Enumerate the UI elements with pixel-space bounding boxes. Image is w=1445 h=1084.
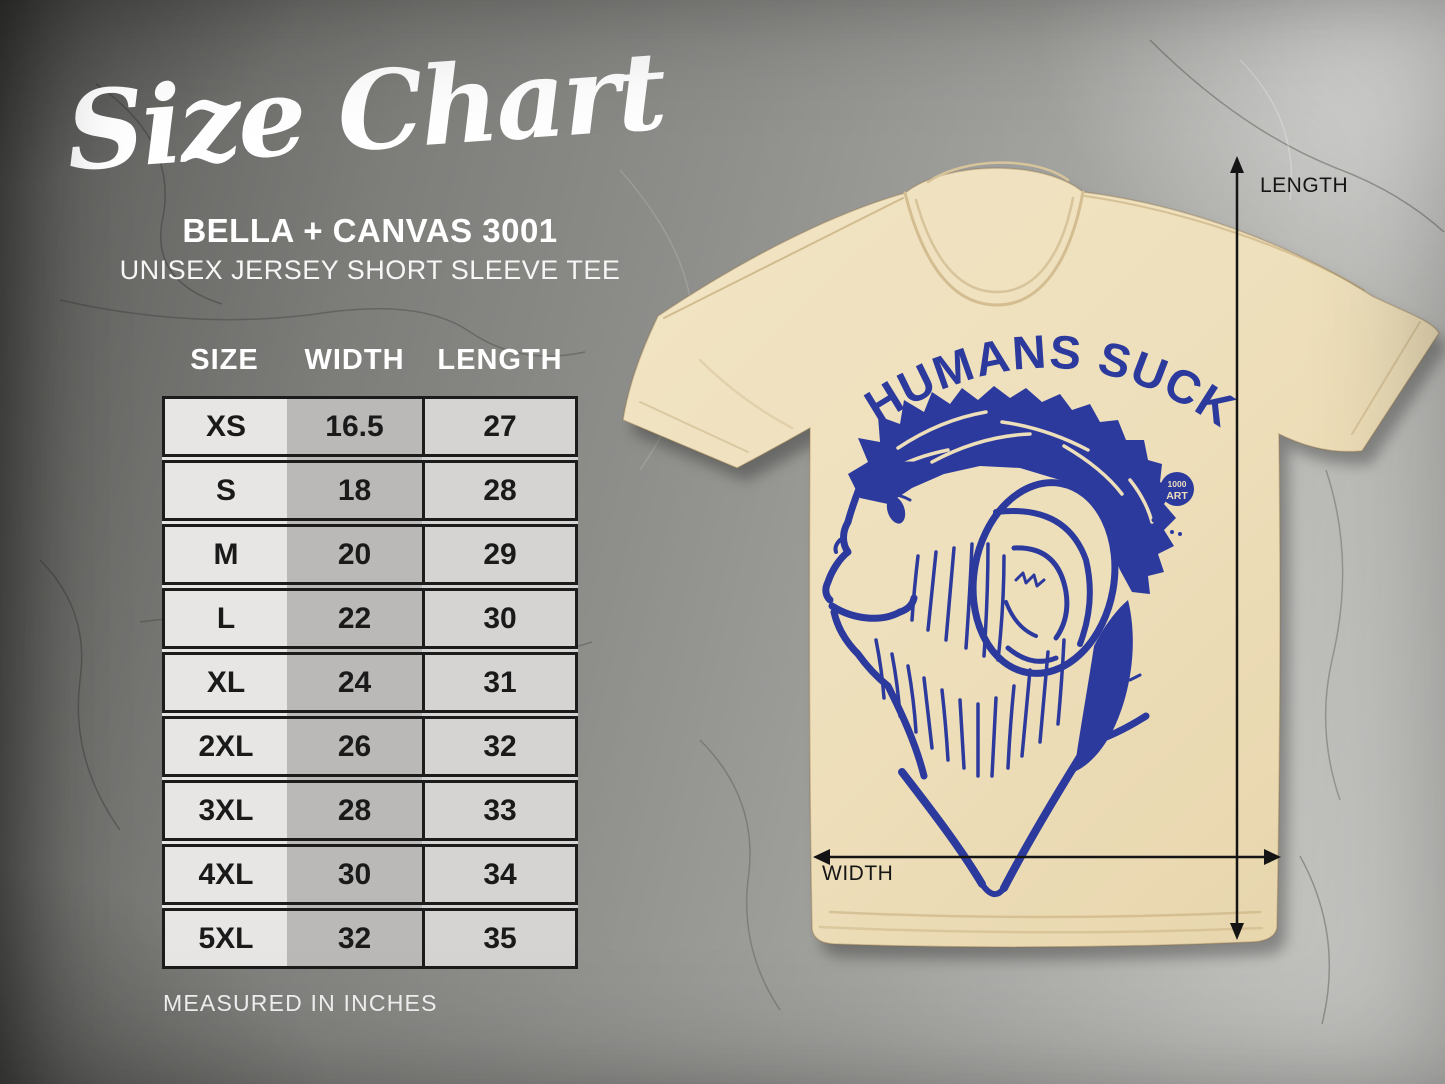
width-arrow [813, 849, 1281, 865]
size-table: XS 16.5 27 S 18 28 M 20 29 L 22 30 XL 24 31 2XL 26 32 3XL 2… [162, 396, 578, 969]
table-row: XS 16.5 27 [162, 396, 578, 457]
length-cell: 29 [422, 527, 575, 582]
size-cell: 3XL [198, 794, 254, 827]
column-header-size: SIZE [190, 344, 259, 376]
width-cell: 20 [337, 538, 372, 571]
product-line: UNISEX JERSEY SHORT SLEEVE TEE [119, 255, 621, 285]
svg-text:1000: 1000 [1168, 479, 1187, 489]
table-row: M 20 29 [162, 524, 578, 585]
size-cell: L [216, 602, 236, 635]
width-cell: 26 [337, 730, 372, 763]
table-row: 5XL 32 35 [162, 908, 578, 969]
size-cell: XL [206, 666, 246, 699]
width-cell: 28 [337, 794, 372, 827]
column-header-width: WIDTH [304, 344, 405, 376]
size-cell: 2XL [198, 730, 254, 763]
table-row: 2XL 26 32 [162, 716, 578, 777]
length-cell: 28 [422, 463, 575, 518]
size-cell: S [215, 474, 236, 507]
width-cell: 16.5 [325, 410, 384, 443]
length-cell: 31 [422, 655, 575, 710]
table-footnote: MEASURED IN INCHES [163, 990, 438, 1016]
chimp-illustration: 1000 ART [822, 386, 1194, 897]
width-label: WIDTH [822, 862, 894, 885]
table-row: 3XL 28 33 [162, 780, 578, 841]
ink-dots [1151, 517, 1182, 536]
length-cell: 35 [422, 911, 575, 966]
width-cell: 22 [337, 602, 372, 635]
width-cell: 32 [337, 922, 372, 955]
table-row: XL 24 31 [162, 652, 578, 713]
column-header-length: LENGTH [437, 344, 563, 376]
brand-line: BELLA + CANVAS 3001 [182, 212, 558, 249]
size-cell: XS [205, 410, 247, 443]
length-arrow [1230, 156, 1244, 940]
length-cell: 34 [422, 847, 575, 902]
length-cell: 33 [422, 783, 575, 838]
artist-badge: 1000 ART [1160, 472, 1194, 506]
length-cell: 32 [422, 719, 575, 774]
length-cell: 30 [422, 591, 575, 646]
width-cell: 24 [337, 666, 372, 699]
tshirt-body [622, 161, 1440, 948]
length-label: LENGTH [1260, 174, 1349, 197]
width-cell: 18 [337, 474, 372, 507]
size-cell: 5XL [198, 922, 254, 955]
length-cell: 27 [422, 399, 575, 454]
size-table-header: SIZE WIDTH LENGTH [162, 344, 578, 377]
size-cell: M [213, 538, 239, 571]
table-row: S 18 28 [162, 460, 578, 521]
size-cell: 4XL [198, 858, 254, 891]
width-cell: 30 [337, 858, 372, 891]
svg-text:ART: ART [1166, 490, 1188, 502]
table-row: L 22 30 [162, 588, 578, 649]
table-row: 4XL 30 34 [162, 844, 578, 905]
